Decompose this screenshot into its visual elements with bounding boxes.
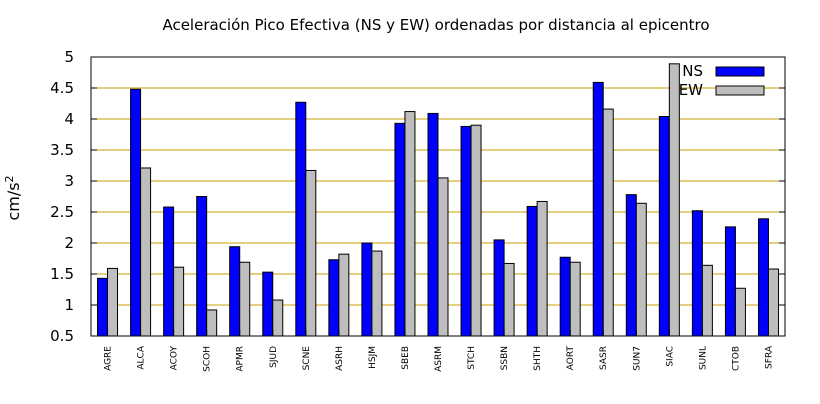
x-tick-label: SIAC	[665, 346, 675, 367]
chart-title: Aceleración Pico Efectiva (NS y EW) orde…	[162, 16, 709, 34]
bar-ns-acoy	[163, 206, 175, 337]
y-tick-label: 0.5	[50, 327, 74, 345]
bar-ew-aort	[569, 261, 581, 337]
bar-ns-hsjm	[361, 242, 373, 337]
legend-swatch-ns	[715, 66, 765, 77]
x-axis-ticks: AGRE ALCA ACOY SCOH APMR SJUD SCNE ASRH HSJM SBEB…	[104, 330, 774, 372]
y-tick-label: 4.5	[50, 79, 74, 97]
x-tick-label: SUNL	[698, 346, 708, 370]
bar-ew-scne	[305, 169, 317, 337]
bar-ew-asrm	[437, 177, 449, 337]
bar-ns-shth	[526, 205, 538, 337]
bar-ns-asrh	[328, 259, 340, 337]
x-tick-label: SJUD	[269, 346, 279, 368]
bar-ns-scne	[295, 101, 307, 337]
bar-ns-siac	[658, 116, 670, 337]
x-tick-label: ACOY	[170, 346, 180, 371]
x-tick-label: SHTH	[533, 346, 543, 371]
y-tick-label: 3.5	[50, 141, 74, 159]
bar-ew-asrh	[338, 253, 350, 337]
x-tick-label: HSJM	[368, 346, 378, 369]
bar-ns-sjud	[262, 271, 274, 337]
bar-ns-asrm	[427, 112, 439, 337]
bar-ew-sfra	[767, 268, 779, 337]
x-tick-label: SASR	[599, 346, 609, 370]
x-tick-label: AGRE	[104, 346, 114, 371]
y-tick-label: 1.5	[50, 265, 74, 283]
bar-ns-sbeb	[394, 122, 406, 337]
bar-ns-alca	[130, 88, 142, 337]
y-tick-label: 4	[64, 110, 74, 128]
bar-ew-sun7	[635, 202, 647, 337]
y-tick-label: 2.5	[50, 203, 74, 221]
bar-ns-apmr	[229, 246, 241, 337]
bars	[97, 63, 779, 337]
bar-ns-ctob	[724, 226, 736, 337]
bar-ew-shth	[536, 200, 548, 337]
x-tick-label: SSBN	[500, 346, 510, 370]
bar-ew-apmr	[239, 261, 251, 337]
bar-ns-stch	[460, 125, 472, 337]
y-axis-label-base: cm/s	[4, 182, 23, 220]
bar-ns-agre	[97, 277, 109, 337]
bar-ns-sunl	[691, 210, 703, 337]
bar-ew-agre	[107, 267, 119, 337]
y-axis-ticks: 0.5 1 1.5 2 2.5 3 3.5 4 4.5 5	[50, 48, 785, 345]
x-tick-label: SFRA	[764, 345, 774, 369]
x-tick-label: SUN7	[632, 346, 642, 371]
x-tick-label: AORT	[566, 346, 576, 371]
bar-ew-sbeb	[404, 111, 416, 337]
bar-ns-sasr	[592, 81, 604, 337]
x-tick-label: APMR	[236, 346, 246, 372]
legend-label-ew: EW	[679, 81, 703, 99]
legend-label-ns: NS	[682, 62, 703, 80]
bar-ns-ssbn	[493, 239, 505, 337]
bar-ns-scoh	[196, 196, 208, 337]
bar-ew-stch	[470, 124, 482, 337]
x-tick-label: SBEB	[401, 346, 411, 370]
bar-ew-ctob	[734, 287, 746, 337]
x-tick-label: ASRM	[434, 346, 444, 372]
x-tick-label: STCH	[467, 346, 477, 370]
bar-ew-ssbn	[503, 262, 515, 337]
bar-ew-sjud	[272, 299, 284, 337]
y-tick-label: 5	[64, 48, 74, 66]
bar-ew-scoh	[206, 309, 218, 337]
x-tick-label: CTOB	[731, 346, 741, 371]
y-tick-label: 1	[64, 296, 74, 314]
bar-ns-sfra	[757, 218, 769, 337]
y-tick-label: 3	[64, 172, 74, 190]
x-tick-label: SCOH	[203, 346, 213, 372]
y-tick-label: 2	[64, 234, 74, 252]
bar-ns-sun7	[625, 194, 637, 337]
y-axis-label: cm/s2	[3, 175, 23, 220]
x-tick-label: SCNE	[302, 346, 312, 371]
bar-ew-siac	[668, 63, 680, 337]
legend-swatch-ew	[715, 85, 765, 96]
bar-ew-sasr	[602, 108, 614, 337]
x-tick-label: ALCA	[137, 345, 147, 369]
bar-ew-sunl	[701, 264, 713, 337]
bar-ew-hsjm	[371, 250, 383, 337]
bar-ew-alca	[140, 167, 152, 337]
bar-ns-aort	[559, 256, 571, 337]
x-tick-label: ASRH	[335, 346, 345, 371]
bar-ew-acoy	[173, 266, 185, 337]
y-axis-label-superscript: 2	[3, 175, 16, 182]
